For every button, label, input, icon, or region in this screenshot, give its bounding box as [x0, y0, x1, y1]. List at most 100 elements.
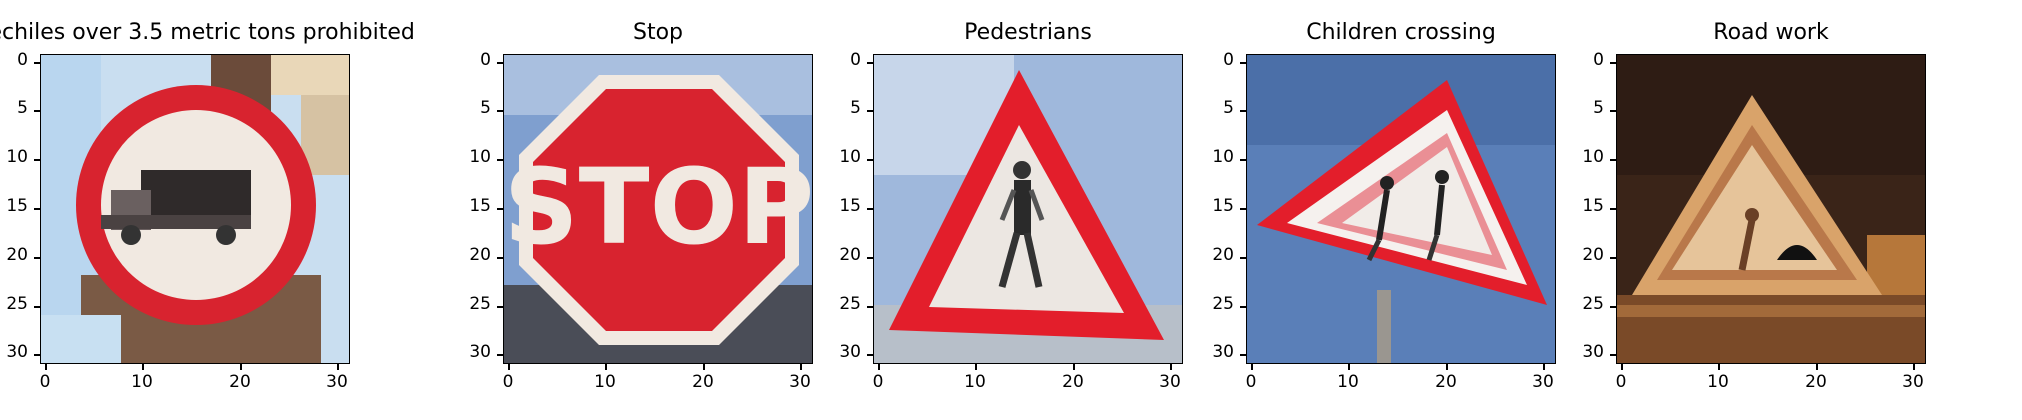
y-tick-label: 20: [839, 245, 861, 265]
y-tick-mark: [867, 159, 873, 161]
y-tick-label: 25: [1582, 294, 1604, 314]
y-tick-label: 0: [17, 50, 28, 70]
y-tick-mark: [1240, 208, 1246, 210]
x-tick-label: 0: [502, 372, 514, 392]
y-tick-label: 5: [850, 98, 861, 118]
y-tick-label: 15: [6, 196, 28, 216]
y-tick-mark: [497, 110, 503, 112]
x-tick-mark: [1251, 364, 1253, 370]
y-tick-label: 15: [839, 196, 861, 216]
x-tick-mark: [1348, 364, 1350, 370]
y-tick-mark: [1610, 62, 1616, 64]
y-tick-mark: [867, 208, 873, 210]
y-tick-mark: [867, 110, 873, 112]
panel-children-crossing: Children crossing 0 5 10 15 20 25 30 0 1…: [1212, 0, 1626, 420]
pedestrians-sign-image: [874, 55, 1182, 363]
x-tick-label: 0: [1245, 372, 1257, 392]
x-tick-mark: [240, 364, 242, 370]
x-tick-mark: [142, 364, 144, 370]
y-tick-label: 5: [1223, 98, 1234, 118]
y-tick-label: 30: [1582, 342, 1604, 362]
image-stop-sign: STOP: [503, 54, 813, 364]
stop-sign-text: STOP: [504, 146, 813, 268]
x-tick-mark: [878, 364, 880, 370]
x-tick-label: 0: [1615, 372, 1627, 392]
y-tick-label: 20: [469, 245, 491, 265]
panel-title: Pedestrians: [964, 20, 1092, 45]
x-tick-label: 30: [1159, 372, 1181, 392]
y-tick-label: 10: [1582, 147, 1604, 167]
y-tick-mark: [497, 354, 503, 356]
x-tick-label: 0: [39, 372, 51, 392]
x-tick-mark: [975, 364, 977, 370]
image-no-trucks-sign: [40, 54, 350, 364]
y-tick-mark: [497, 159, 503, 161]
road-work-sign-image: [1617, 55, 1925, 363]
y-tick-label: 15: [1212, 196, 1234, 216]
panel-title: Vechiles over 3.5 metric tons prohibited: [0, 20, 415, 45]
y-tick-mark: [1240, 354, 1246, 356]
y-tick-mark: [34, 159, 40, 161]
y-tick-label: 25: [1212, 294, 1234, 314]
y-tick-label: 15: [1582, 196, 1604, 216]
y-tick-mark: [34, 306, 40, 308]
y-tick-mark: [1610, 159, 1616, 161]
y-tick-label: 10: [839, 147, 861, 167]
x-tick-label: 10: [131, 372, 153, 392]
y-tick-mark: [34, 208, 40, 210]
y-tick-mark: [1240, 257, 1246, 259]
image-children-crossing-sign: [1246, 54, 1556, 364]
x-tick-label: 0: [872, 372, 884, 392]
y-tick-mark: [1240, 159, 1246, 161]
x-tick-mark: [1913, 364, 1915, 370]
y-tick-label: 15: [469, 196, 491, 216]
x-tick-mark: [508, 364, 510, 370]
y-tick-label: 30: [6, 342, 28, 362]
y-tick-mark: [1240, 62, 1246, 64]
x-tick-label: 20: [1062, 372, 1084, 392]
x-tick-label: 30: [789, 372, 811, 392]
panel-stop: Stop STOP 0 5 10 15 20 25 30 0 10 20 30: [469, 0, 883, 420]
x-tick-label: 10: [964, 372, 986, 392]
image-pedestrians-sign: [873, 54, 1183, 364]
y-tick-mark: [34, 354, 40, 356]
y-tick-label: 20: [1582, 245, 1604, 265]
y-tick-mark: [867, 257, 873, 259]
x-tick-label: 20: [1805, 372, 1827, 392]
x-tick-mark: [1718, 364, 1720, 370]
x-tick-mark: [1446, 364, 1448, 370]
y-tick-mark: [34, 62, 40, 64]
x-tick-label: 20: [229, 372, 251, 392]
x-tick-mark: [1816, 364, 1818, 370]
y-tick-mark: [1610, 354, 1616, 356]
panel-pedestrians: Pedestrians 0 5 10 15 20 25 30 0 10 20 3…: [839, 0, 1253, 420]
x-tick-label: 10: [594, 372, 616, 392]
x-tick-mark: [337, 364, 339, 370]
panel-no-trucks: Vechiles over 3.5 metric tons prohibited…: [0, 0, 420, 420]
panel-title: Children crossing: [1306, 20, 1496, 45]
children-crossing-sign-image: [1247, 55, 1555, 363]
x-tick-label: 10: [1707, 372, 1729, 392]
x-tick-label: 10: [1337, 372, 1359, 392]
y-tick-mark: [1240, 306, 1246, 308]
y-tick-label: 5: [480, 98, 491, 118]
y-tick-label: 30: [839, 342, 861, 362]
y-tick-mark: [867, 354, 873, 356]
y-tick-label: 10: [6, 147, 28, 167]
y-tick-mark: [1610, 257, 1616, 259]
y-tick-label: 30: [469, 342, 491, 362]
y-tick-mark: [1610, 110, 1616, 112]
x-tick-label: 20: [1435, 372, 1457, 392]
x-tick-mark: [1170, 364, 1172, 370]
y-tick-label: 25: [469, 294, 491, 314]
y-tick-label: 20: [6, 245, 28, 265]
y-tick-mark: [867, 62, 873, 64]
x-tick-label: 30: [326, 372, 348, 392]
x-tick-mark: [1543, 364, 1545, 370]
panel-road-work: Road work 0 5 10 15 20 25 30 0 10 20 30: [1582, 0, 1996, 420]
y-tick-label: 25: [839, 294, 861, 314]
x-tick-mark: [605, 364, 607, 370]
x-tick-label: 30: [1532, 372, 1554, 392]
image-road-work-sign: [1616, 54, 1926, 364]
y-tick-mark: [1610, 306, 1616, 308]
